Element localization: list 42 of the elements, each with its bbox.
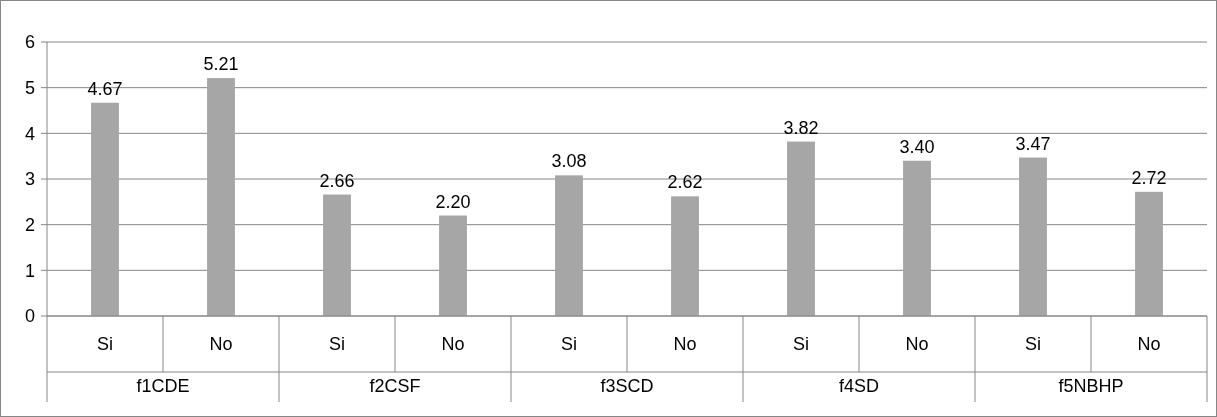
- text: f5NBHP: [1058, 376, 1124, 396]
- x-tick-label: Si: [560, 334, 578, 354]
- y-tick-label: 4: [24, 123, 35, 144]
- text: f3SCD: [600, 376, 654, 396]
- y-tick-label: 3: [24, 169, 35, 190]
- text: f1CDE: [136, 376, 190, 396]
- bar: [207, 78, 235, 316]
- bar: [903, 160, 931, 316]
- data-label: 3.47: [1015, 133, 1051, 154]
- x-tick-label: Si: [96, 334, 114, 354]
- data-label: 3.40: [899, 136, 935, 157]
- data-label: 3.08: [551, 151, 587, 172]
- bar: [787, 141, 815, 316]
- data-label: 2.72: [1131, 167, 1167, 188]
- data-label: 2.66: [319, 170, 355, 191]
- data-label: 2.20: [435, 191, 471, 212]
- y-tick-label: 2: [24, 214, 35, 235]
- x-tick-label: No: [673, 334, 697, 354]
- bar: [439, 215, 467, 316]
- bar: [91, 102, 119, 316]
- bar: [1019, 157, 1047, 316]
- y-tick-label: 1: [24, 260, 35, 281]
- y-tick-label: 6: [24, 32, 35, 53]
- bar: [323, 194, 351, 316]
- x-tick-label: No: [1137, 334, 1161, 354]
- data-label: 3.82: [783, 117, 819, 138]
- data-label: 2.62: [667, 172, 703, 193]
- y-tick-label: 0: [24, 306, 35, 327]
- x-tick-label: Si: [328, 334, 346, 354]
- data-label: 4.67: [87, 78, 123, 99]
- x-tick-label: No: [441, 334, 465, 354]
- x-tick-label: Si: [1024, 334, 1042, 354]
- bar: [555, 175, 583, 316]
- text: f4SD: [838, 376, 880, 396]
- bar: [671, 196, 699, 316]
- bar: [1135, 191, 1163, 316]
- data-label: 5.21: [203, 54, 239, 75]
- y-tick-label: 5: [24, 77, 35, 98]
- text: f2CSF: [369, 376, 421, 396]
- x-tick-label: No: [905, 334, 929, 354]
- x-tick-label: Si: [792, 334, 810, 354]
- x-tick-label: No: [209, 334, 233, 354]
